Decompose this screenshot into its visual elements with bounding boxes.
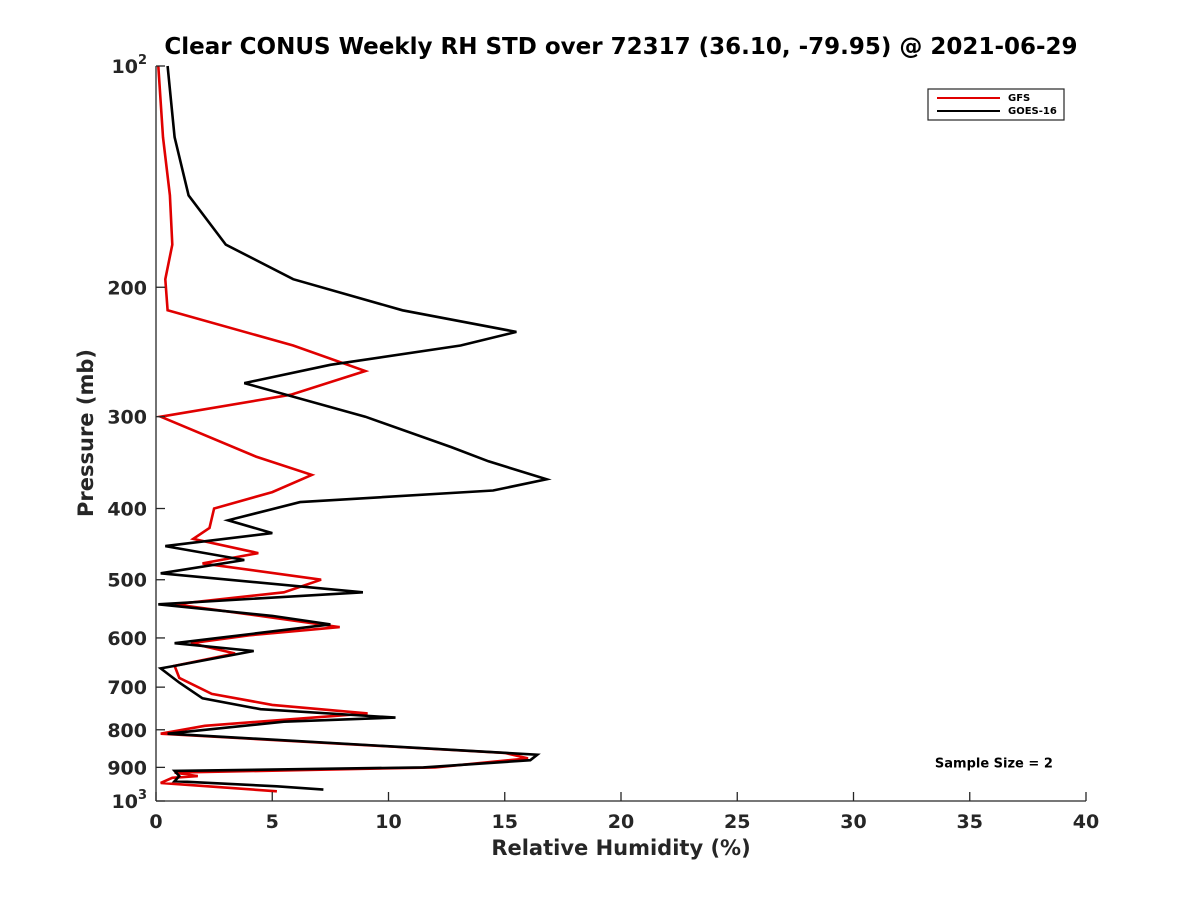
chart-title: Clear CONUS Weekly RH STD over 72317 (36… [164, 34, 1077, 60]
legend-label-goes-16: GOES-16 [1008, 106, 1057, 117]
x-tick-label: 0 [149, 811, 162, 833]
x-ticks: 0 5 10 15 20 25 30 35 40 [149, 792, 1099, 833]
y-tick-label: 600 [107, 628, 147, 650]
y-tick-label: 200 [107, 277, 147, 299]
y-tick-label: 700 [107, 677, 147, 699]
x-tick-label: 20 [608, 811, 634, 833]
legend-box [927, 88, 1065, 121]
x-tick-label: 5 [266, 811, 279, 833]
x-tick-label: 10 [375, 811, 401, 833]
plot-area [156, 66, 1086, 801]
series-line-goes-16 [157, 65, 552, 791]
y-tick-label: 900 [107, 757, 147, 779]
y-tick-label: 103 [112, 788, 148, 813]
legend: GFS GOES-16 [927, 88, 1065, 121]
x-tick-label: 40 [1073, 811, 1099, 833]
y-tick-label: 300 [107, 407, 147, 429]
y-ticks: 102 200 300 400 500 600 700 800 900 103 [107, 53, 165, 813]
sample-size-annotation: Sample Size = 2 [935, 756, 1053, 771]
legend-label-gfs: GFS [1008, 93, 1030, 104]
y-tick-label: 500 [107, 570, 147, 592]
x-tick-label: 35 [957, 811, 983, 833]
y-tick-label: 102 [112, 53, 148, 78]
x-tick-label: 30 [840, 811, 866, 833]
series-layer [156, 65, 552, 793]
y-tick-label: 400 [107, 499, 147, 521]
x-tick-label: 15 [492, 811, 518, 833]
y-axis-title: Pressure (mb) [74, 349, 98, 517]
x-tick-label: 25 [724, 811, 750, 833]
y-tick-label: 800 [107, 720, 147, 742]
x-axis-title: Relative Humidity (%) [491, 836, 750, 860]
